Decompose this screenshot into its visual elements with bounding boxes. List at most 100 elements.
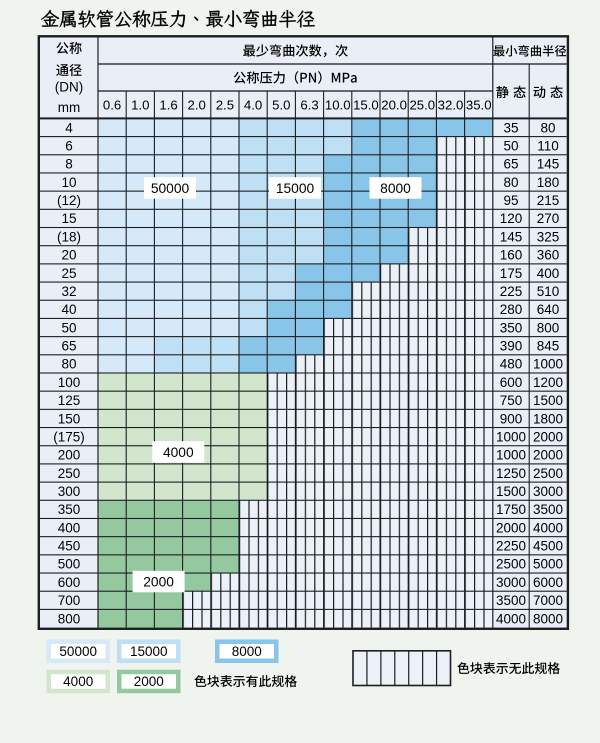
svg-text:1000: 1000 <box>496 429 526 444</box>
svg-text:3000: 3000 <box>496 575 526 590</box>
svg-text:4000: 4000 <box>63 674 93 689</box>
svg-text:20: 20 <box>61 248 76 263</box>
svg-text:8000: 8000 <box>533 611 563 626</box>
svg-text:50000: 50000 <box>59 644 97 659</box>
svg-text:1000: 1000 <box>533 357 563 372</box>
svg-text:1.0: 1.0 <box>131 98 149 113</box>
svg-text:175: 175 <box>500 266 523 281</box>
svg-text:510: 510 <box>537 284 560 299</box>
svg-text:270: 270 <box>537 211 560 226</box>
svg-text:2000: 2000 <box>533 448 563 463</box>
svg-text:1200: 1200 <box>533 375 563 390</box>
svg-text:200: 200 <box>58 448 81 463</box>
svg-text:2000: 2000 <box>533 429 563 444</box>
svg-text:50: 50 <box>61 320 76 335</box>
svg-text:80: 80 <box>503 175 518 190</box>
svg-text:6000: 6000 <box>533 575 563 590</box>
svg-text:800: 800 <box>58 611 81 626</box>
svg-text:2.5: 2.5 <box>216 98 234 113</box>
svg-text:65: 65 <box>61 339 76 354</box>
svg-text:(DN): (DN) <box>55 80 84 95</box>
svg-text:8000: 8000 <box>380 181 411 196</box>
svg-text:0.6: 0.6 <box>103 98 121 113</box>
svg-text:8: 8 <box>65 157 73 172</box>
svg-text:2000: 2000 <box>496 520 526 535</box>
svg-text:300: 300 <box>58 484 81 499</box>
svg-text:225: 225 <box>500 284 523 299</box>
svg-text:4000: 4000 <box>163 445 194 460</box>
svg-text:100: 100 <box>58 375 81 390</box>
svg-text:4500: 4500 <box>533 539 563 554</box>
svg-text:1800: 1800 <box>533 411 563 426</box>
svg-text:145: 145 <box>500 229 523 244</box>
svg-text:700: 700 <box>58 593 81 608</box>
svg-text:390: 390 <box>500 339 523 354</box>
svg-text:2500: 2500 <box>533 466 563 481</box>
svg-text:145: 145 <box>537 157 560 172</box>
svg-text:4.0: 4.0 <box>244 98 262 113</box>
svg-text:400: 400 <box>58 520 81 535</box>
svg-text:2000: 2000 <box>134 674 164 689</box>
svg-text:450: 450 <box>58 539 81 554</box>
svg-text:5.0: 5.0 <box>272 98 290 113</box>
svg-text:350: 350 <box>500 320 523 335</box>
svg-text:800: 800 <box>537 320 560 335</box>
svg-text:15.0: 15.0 <box>353 98 379 113</box>
svg-text:25.0: 25.0 <box>409 98 435 113</box>
svg-text:480: 480 <box>500 357 523 372</box>
svg-text:350: 350 <box>58 502 81 517</box>
svg-text:(175): (175) <box>53 429 85 444</box>
svg-text:1500: 1500 <box>533 393 563 408</box>
svg-text:600: 600 <box>58 575 81 590</box>
svg-text:10: 10 <box>61 175 76 190</box>
svg-text:2500: 2500 <box>496 557 526 572</box>
svg-text:3500: 3500 <box>496 593 526 608</box>
svg-text:1500: 1500 <box>496 484 526 499</box>
svg-text:1.6: 1.6 <box>159 98 177 113</box>
svg-text:360: 360 <box>537 248 560 263</box>
svg-text:125: 125 <box>58 393 81 408</box>
svg-text:32: 32 <box>61 284 76 299</box>
svg-text:325: 325 <box>537 229 560 244</box>
svg-text:1750: 1750 <box>496 502 526 517</box>
svg-text:15000: 15000 <box>276 181 315 196</box>
svg-text:4000: 4000 <box>533 520 563 535</box>
svg-text:(18): (18) <box>57 229 81 244</box>
svg-text:2.0: 2.0 <box>188 98 206 113</box>
svg-text:500: 500 <box>58 557 81 572</box>
svg-text:4: 4 <box>65 120 73 135</box>
svg-text:150: 150 <box>58 411 81 426</box>
svg-text:mm: mm <box>58 100 81 115</box>
svg-text:20.0: 20.0 <box>381 98 407 113</box>
svg-text:3500: 3500 <box>533 502 563 517</box>
svg-text:15000: 15000 <box>130 644 168 659</box>
svg-text:600: 600 <box>500 375 523 390</box>
svg-text:50000: 50000 <box>151 181 190 196</box>
svg-text:120: 120 <box>500 211 523 226</box>
svg-text:900: 900 <box>500 411 523 426</box>
svg-text:95: 95 <box>503 193 518 208</box>
svg-text:250: 250 <box>58 466 81 481</box>
svg-text:15: 15 <box>61 211 76 226</box>
svg-text:5000: 5000 <box>533 557 563 572</box>
svg-text:35: 35 <box>503 120 518 135</box>
svg-text:280: 280 <box>500 302 523 317</box>
svg-text:215: 215 <box>537 193 560 208</box>
svg-text:2250: 2250 <box>496 539 526 554</box>
svg-text:(12): (12) <box>57 193 81 208</box>
svg-text:25: 25 <box>61 266 76 281</box>
svg-text:65: 65 <box>503 157 518 172</box>
svg-text:50: 50 <box>503 139 518 154</box>
svg-text:160: 160 <box>500 248 523 263</box>
svg-text:8000: 8000 <box>232 644 262 659</box>
svg-text:7000: 7000 <box>533 593 563 608</box>
svg-text:4000: 4000 <box>496 611 526 626</box>
svg-text:10.0: 10.0 <box>325 98 351 113</box>
svg-text:35.0: 35.0 <box>466 98 492 113</box>
svg-text:3000: 3000 <box>533 484 563 499</box>
svg-text:2000: 2000 <box>143 574 174 589</box>
svg-text:6.3: 6.3 <box>300 98 318 113</box>
svg-text:640: 640 <box>537 302 560 317</box>
svg-text:32.0: 32.0 <box>438 98 464 113</box>
svg-text:750: 750 <box>500 393 523 408</box>
